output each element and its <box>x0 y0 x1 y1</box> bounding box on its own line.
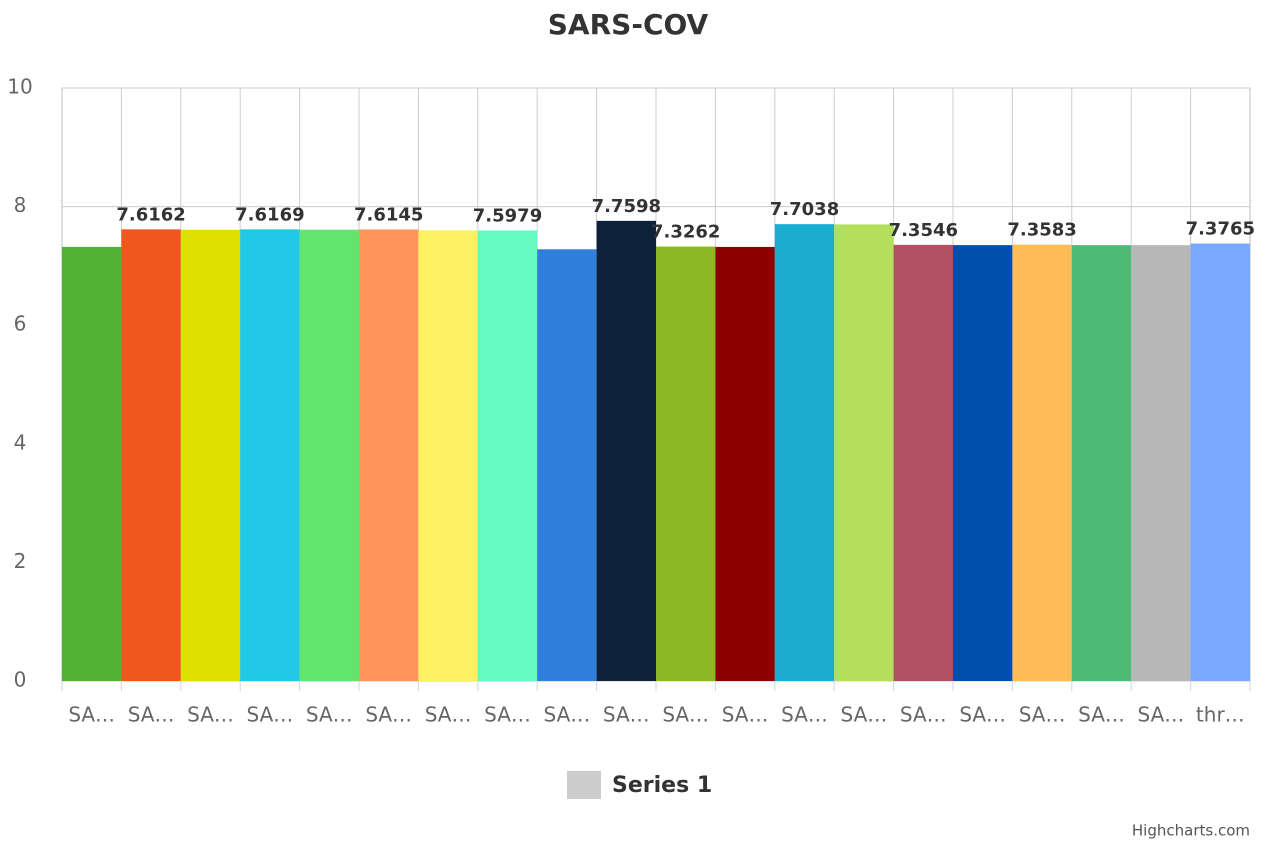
bar <box>656 246 716 681</box>
bar <box>774 224 835 681</box>
data-label: 7.3765 <box>1186 219 1255 240</box>
bar <box>299 229 359 682</box>
x-tick-label: SA… <box>544 703 591 727</box>
bar <box>1190 243 1250 681</box>
x-tick-label: SA… <box>1019 703 1066 727</box>
y-tick-label: 2 <box>14 549 27 573</box>
bar <box>1012 244 1072 681</box>
data-label: 7.3583 <box>1007 220 1076 241</box>
legend-swatch[interactable] <box>567 771 601 799</box>
bar <box>893 244 953 681</box>
x-tick-label: SA… <box>722 703 769 727</box>
bar <box>1071 245 1132 681</box>
bar <box>418 230 478 681</box>
x-tick-label: SA… <box>781 703 828 727</box>
x-tick-label: SA… <box>1138 703 1185 727</box>
y-tick-label: 6 <box>14 312 27 336</box>
x-tick-label: SA… <box>959 703 1006 727</box>
bar <box>596 220 656 681</box>
bar <box>715 246 775 681</box>
y-tick-label: 8 <box>14 193 27 217</box>
bar <box>240 229 300 682</box>
y-tick-label: 0 <box>14 668 27 692</box>
chart-title: SARS-COV <box>548 8 709 41</box>
bar <box>359 229 419 681</box>
y-tick-label: 4 <box>14 430 27 454</box>
x-tick-label: SA… <box>128 703 175 727</box>
bar <box>62 246 122 681</box>
x-tick-label: SA… <box>306 703 353 727</box>
bar <box>1131 245 1191 681</box>
data-label: 7.6145 <box>354 204 423 225</box>
y-tick-label: 10 <box>7 75 32 99</box>
x-tick-label: SA… <box>68 703 115 727</box>
x-tick-label: SA… <box>187 703 234 727</box>
x-tick-label: SA… <box>247 703 294 727</box>
data-label: 7.6162 <box>116 204 185 225</box>
data-label: 7.7598 <box>592 196 661 217</box>
bar <box>121 229 181 681</box>
x-tick-label: SA… <box>484 703 531 727</box>
data-label: 7.3546 <box>889 220 958 241</box>
bar <box>477 230 538 682</box>
bar <box>953 245 1013 681</box>
credit[interactable]: Highcharts.com <box>1132 822 1250 840</box>
x-tick-label: SA… <box>841 703 888 727</box>
bar <box>180 229 241 682</box>
x-tick-label: SA… <box>425 703 472 727</box>
bar <box>834 224 894 681</box>
x-tick-label: SA… <box>365 703 412 727</box>
x-tick-label: SA… <box>1078 703 1125 727</box>
data-label: 7.7038 <box>770 199 839 220</box>
x-tick-label: SA… <box>603 703 650 727</box>
x-tick-label: SA… <box>662 703 709 727</box>
data-label: 7.5979 <box>473 205 542 226</box>
bar <box>537 249 597 681</box>
data-label: 7.6169 <box>235 204 304 225</box>
data-label: 7.3262 <box>651 222 720 243</box>
x-tick-label: SA… <box>900 703 947 727</box>
x-tick-label: thr… <box>1196 703 1245 727</box>
legend-label[interactable]: Series 1 <box>612 773 712 798</box>
